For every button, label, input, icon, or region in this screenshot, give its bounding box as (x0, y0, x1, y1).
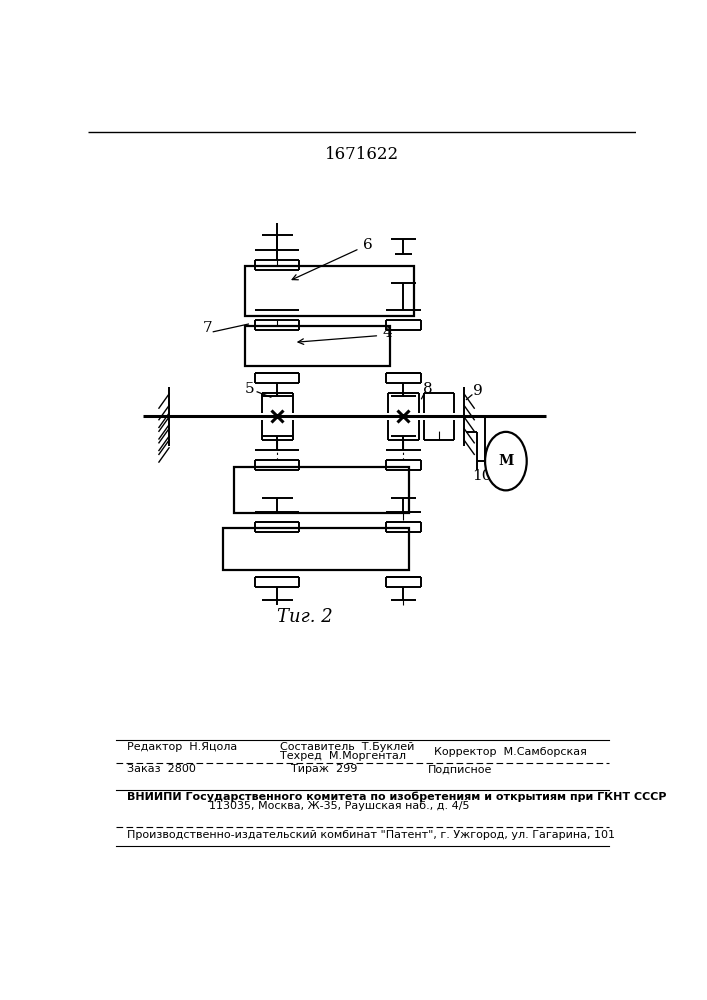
Text: Техред  М.Моргентал: Техред М.Моргентал (280, 751, 406, 761)
Bar (245, 266, 414, 316)
Circle shape (485, 432, 527, 490)
Bar (245, 326, 390, 366)
Text: Заказ  2800: Заказ 2800 (127, 764, 196, 774)
Text: М: М (498, 454, 513, 468)
Text: Подписное: Подписное (428, 764, 493, 774)
Text: 5: 5 (245, 382, 255, 396)
Text: 7: 7 (203, 321, 213, 335)
Text: 9: 9 (472, 384, 482, 398)
Text: Редактор  Н.Яцола: Редактор Н.Яцола (127, 742, 237, 752)
Text: Составитель  Т.Буклей: Составитель Т.Буклей (280, 742, 414, 752)
Text: 10: 10 (472, 469, 491, 483)
Text: 4: 4 (382, 326, 392, 340)
Text: 1671622: 1671622 (325, 146, 399, 163)
Bar (223, 528, 409, 570)
Bar (233, 466, 409, 513)
Text: Тираж  299: Тираж 299 (291, 764, 358, 774)
Text: ВНИИПИ Государственного комитета по изобретениям и открытиям при ГКНТ СССР: ВНИИПИ Государственного комитета по изоб… (127, 791, 666, 802)
Text: 8: 8 (423, 382, 433, 396)
Text: Корректор  М.Самборская: Корректор М.Самборская (433, 747, 586, 757)
Text: 6: 6 (363, 238, 373, 252)
Text: 113035, Москва, Ж-35, Раушская наб., д. 4/5: 113035, Москва, Ж-35, Раушская наб., д. … (209, 801, 469, 811)
Text: Τиг. 2: Τиг. 2 (277, 608, 333, 626)
Text: Производственно-издательский комбинат "Патент", г. Ужгород, ул. Гагарина, 101: Производственно-издательский комбинат "П… (127, 830, 614, 840)
